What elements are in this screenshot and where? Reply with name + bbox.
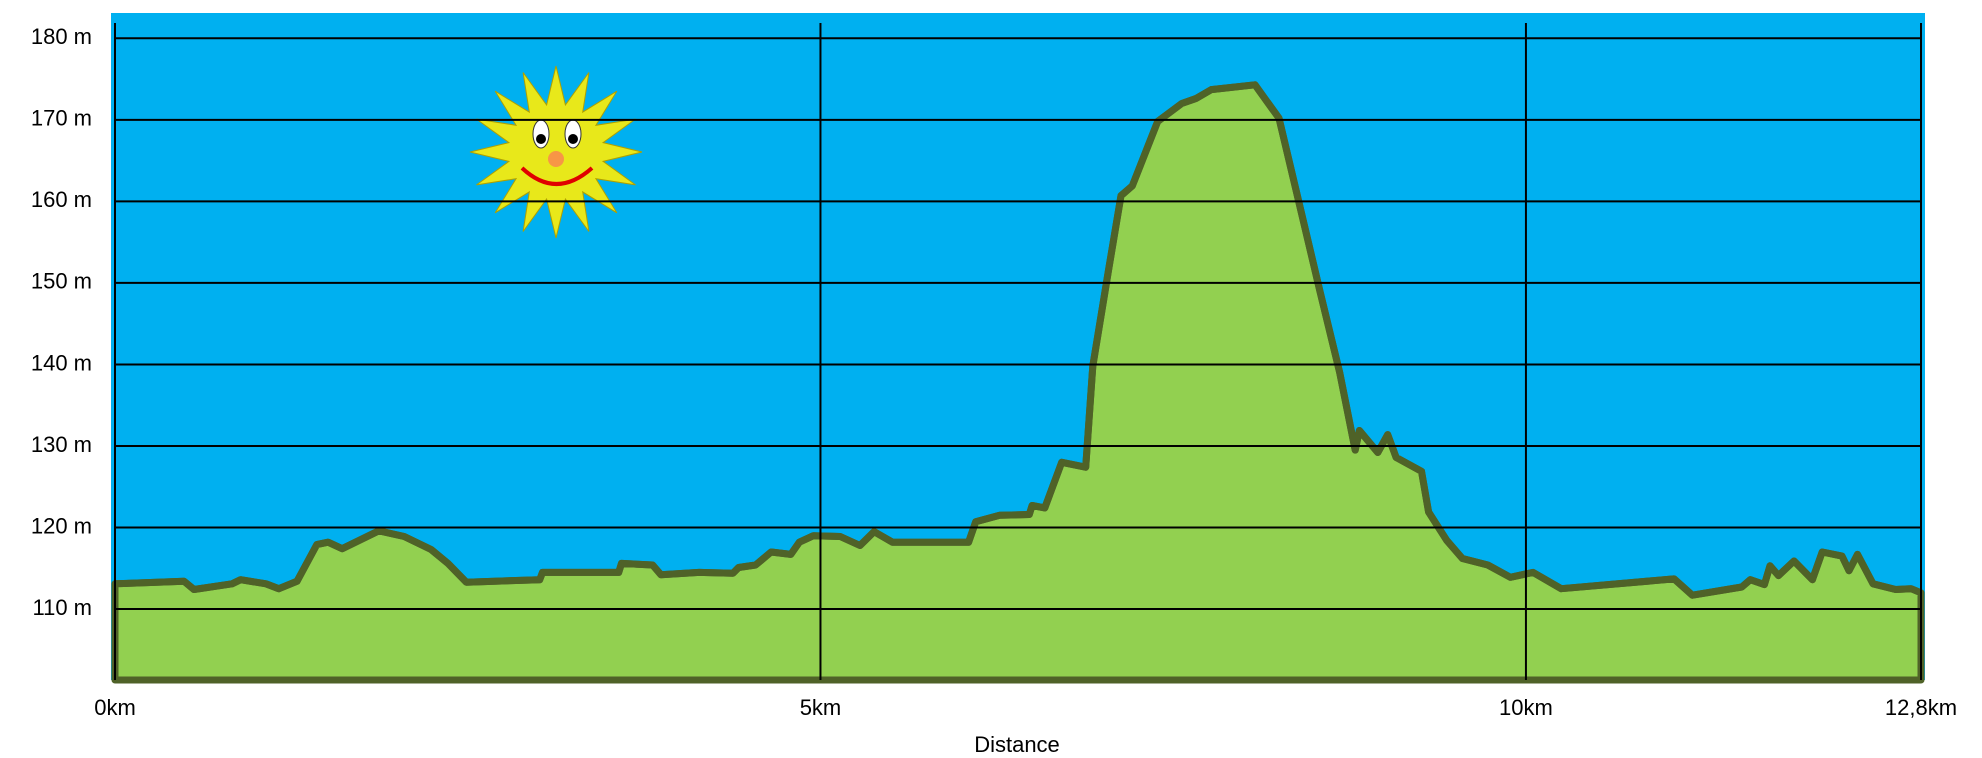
y-tick-label: 160 m [31, 187, 92, 212]
sun-pupil [536, 134, 546, 144]
x-tick-label: 10km [1499, 695, 1553, 720]
y-tick-label: 130 m [31, 432, 92, 457]
y-tick-label: 170 m [31, 106, 92, 131]
y-tick-label: 120 m [31, 513, 92, 538]
y-tick-label: 180 m [31, 24, 92, 49]
y-tick-label: 150 m [31, 269, 92, 294]
chart: Distance 110 m 120 m 130 m 140 m 150 m 160 m 1… [0, 0, 1982, 758]
x-tick-label: 0km [94, 695, 136, 720]
x-axis-label: Distance [974, 732, 1060, 757]
x-tick-label: 12,8km [1885, 695, 1957, 720]
sun-nose [548, 151, 564, 167]
x-tick-label: 5km [800, 695, 842, 720]
sun-pupil [568, 134, 578, 144]
y-tick-label: 110 m [32, 595, 92, 620]
y-tick-label: 140 m [31, 350, 92, 375]
sun-icon [470, 66, 642, 238]
